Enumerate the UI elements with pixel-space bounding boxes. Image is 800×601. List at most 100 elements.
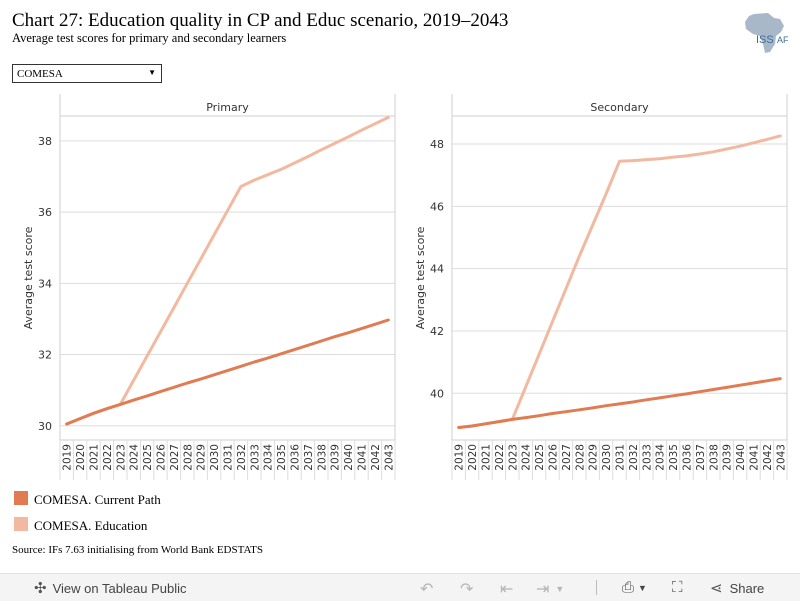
redo-icon: ↷ <box>460 581 474 598</box>
logo-text-2: AF <box>777 35 789 45</box>
y-tick-label-primary: 34 <box>38 277 52 290</box>
x-tick-label-primary: 2031 <box>223 444 235 471</box>
source-note: Source: IFs 7.63 initialising from World… <box>12 544 264 556</box>
series-line-secondary-education <box>457 134 782 429</box>
refresh-button[interactable]: ⇥ ▼ <box>536 579 564 599</box>
x-tick-label-primary: 2041 <box>357 444 369 471</box>
redo-button[interactable]: ↷ <box>460 579 473 599</box>
x-tick-label-secondary: 2027 <box>561 444 573 471</box>
y-tick-label-secondary: 42 <box>430 325 444 338</box>
series-line-primary-current-path <box>65 318 390 426</box>
x-tick-label-secondary: 2022 <box>494 444 506 471</box>
y-tick-label-secondary: 46 <box>430 200 444 213</box>
share-button[interactable]: ⋖ Share <box>710 579 764 597</box>
x-tick-label-secondary: 2033 <box>641 444 653 471</box>
series-line-primary-education <box>65 115 390 426</box>
download-button[interactable]: ⎙ ▼ <box>622 579 647 596</box>
panel-title-primary: Primary <box>206 101 249 114</box>
y-tick-label-primary: 32 <box>38 349 52 362</box>
x-tick-label-primary: 2022 <box>102 444 114 471</box>
panel-title-secondary: Secondary <box>590 101 649 114</box>
x-tick-label-primary: 2035 <box>276 444 288 471</box>
share-label: Share <box>729 580 765 596</box>
x-tick-label-secondary: 2036 <box>682 444 694 471</box>
refresh-icon: ⇥ <box>536 581 550 598</box>
x-tick-label-primary: 2025 <box>142 444 154 471</box>
tableau-toolbar: ✣ View on Tableau Public ↶ ↷ ⇤ ⇥ ▼ ⎙ ▼ ⛶ ⋖… <box>0 573 800 601</box>
x-tick-label-primary: 2020 <box>75 444 87 471</box>
x-tick-label-primary: 2037 <box>303 444 315 471</box>
x-tick-label-secondary: 2029 <box>588 444 600 471</box>
toolbar-divider <box>596 580 597 595</box>
chart-subtitle: Average test scores for primary and seco… <box>12 31 287 45</box>
fullscreen-button[interactable]: ⛶ <box>672 579 683 596</box>
x-tick-label-primary: 2027 <box>169 444 181 471</box>
share-icon: ⋖ <box>710 580 723 597</box>
x-tick-label-primary: 2036 <box>290 444 302 471</box>
x-tick-label-primary: 2039 <box>330 444 342 471</box>
undo-icon: ↶ <box>420 581 434 598</box>
legend-item-education[interactable]: COMESA. Education <box>14 516 161 536</box>
x-tick-label-primary: 2033 <box>249 444 261 471</box>
legend-item-current-path[interactable]: COMESA. Current Path <box>14 490 161 510</box>
x-tick-label-secondary: 2026 <box>548 444 560 471</box>
tableau-icon: ✣ <box>34 580 47 597</box>
view-on-tableau-button[interactable]: ✣ View on Tableau Public <box>34 579 187 597</box>
x-tick-label-primary: 2019 <box>62 444 74 471</box>
x-tick-label-primary: 2043 <box>383 444 395 471</box>
revert-button[interactable]: ⇤ <box>500 579 513 599</box>
x-tick-label-secondary: 2034 <box>655 444 667 471</box>
x-tick-label-secondary: 2032 <box>628 444 640 471</box>
x-tick-label-secondary: 2031 <box>615 444 627 471</box>
undo-button[interactable]: ↶ <box>420 579 433 599</box>
x-tick-label-primary: 2030 <box>209 444 221 471</box>
x-tick-label-secondary: 2039 <box>722 444 734 471</box>
x-tick-label-primary: 2040 <box>343 444 355 471</box>
view-on-tableau-label: View on Tableau Public <box>52 580 187 596</box>
download-caret-icon: ▼ <box>638 582 647 593</box>
logo-text: ISS <box>756 34 774 46</box>
refresh-caret-icon: ▼ <box>555 584 565 594</box>
x-tick-label-primary: 2038 <box>316 444 328 471</box>
x-tick-label-secondary: 2019 <box>454 444 466 471</box>
x-tick-label-secondary: 2028 <box>574 444 586 471</box>
x-tick-label-secondary: 2025 <box>534 444 546 471</box>
iss-africa-logo[interactable]: ISS AF <box>740 12 790 54</box>
x-tick-label-primary: 2028 <box>182 444 194 471</box>
x-tick-label-secondary: 2043 <box>775 444 787 471</box>
chevron-down-icon: ▼ <box>148 68 156 77</box>
region-filter-dropdown[interactable]: COMESA ▼ <box>12 64 162 83</box>
y-axis-label-secondary: Average test score <box>414 226 427 329</box>
y-tick-label-primary: 30 <box>38 420 52 433</box>
x-tick-label-primary: 2023 <box>115 444 127 471</box>
fullscreen-icon: ⛶ <box>672 579 683 596</box>
y-tick-label-primary: 36 <box>38 206 52 219</box>
chart-title: Chart 27: Education quality in CP and Ed… <box>12 10 509 31</box>
y-tick-label-secondary: 48 <box>430 138 444 151</box>
x-tick-label-primary: 2042 <box>370 444 382 471</box>
x-tick-label-primary: 2026 <box>156 444 168 471</box>
x-tick-label-secondary: 2038 <box>708 444 720 471</box>
x-tick-label-secondary: 2020 <box>467 444 479 471</box>
x-tick-label-primary: 2029 <box>196 444 208 471</box>
download-icon: ⎙ <box>622 579 635 596</box>
x-tick-label-secondary: 2021 <box>481 444 493 471</box>
y-tick-label-secondary: 40 <box>430 387 444 400</box>
x-tick-label-secondary: 2040 <box>735 444 747 471</box>
x-tick-label-secondary: 2024 <box>521 444 533 471</box>
legend: COMESA. Current Path COMESA. Education <box>14 490 161 542</box>
x-tick-label-secondary: 2023 <box>507 444 519 471</box>
legend-swatch-education <box>14 517 28 531</box>
x-tick-label-primary: 2024 <box>129 444 141 471</box>
legend-label-education: COMESA. Education <box>34 518 148 533</box>
x-tick-label-primary: 2021 <box>89 444 101 471</box>
x-tick-label-secondary: 2035 <box>668 444 680 471</box>
y-tick-label-primary: 38 <box>38 135 52 148</box>
x-tick-label-primary: 2034 <box>263 444 275 471</box>
x-tick-label-secondary: 2030 <box>601 444 613 471</box>
legend-label-current-path: COMESA. Current Path <box>34 492 161 507</box>
region-filter-value: COMESA <box>17 68 63 80</box>
x-tick-label-secondary: 2037 <box>695 444 707 471</box>
x-tick-label-secondary: 2042 <box>762 444 774 471</box>
